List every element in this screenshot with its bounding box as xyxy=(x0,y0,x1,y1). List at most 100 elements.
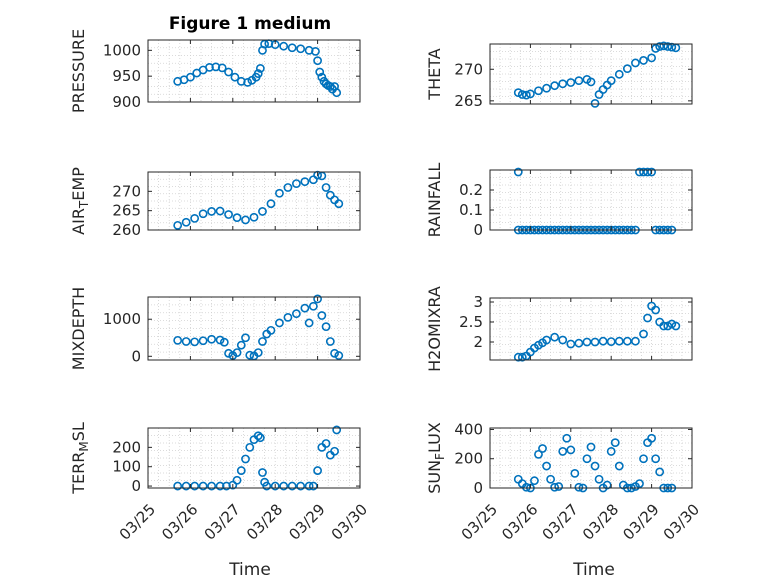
data-point xyxy=(574,76,584,86)
x-tick-label: 03/26 xyxy=(158,500,201,543)
data-point xyxy=(651,454,661,464)
y-tick-label: 0 xyxy=(131,477,141,495)
data-point xyxy=(614,336,624,346)
axes-box xyxy=(147,427,361,489)
data-point xyxy=(249,212,259,222)
subplot-6: 2 2.5 3 H2OMIXRA xyxy=(425,286,693,372)
x-tick-label: 03/27 xyxy=(539,500,582,543)
data-points xyxy=(173,294,344,361)
data-point xyxy=(590,337,600,347)
data-point xyxy=(230,72,240,82)
data-point xyxy=(590,98,600,108)
data-point xyxy=(207,207,216,216)
data-point xyxy=(215,206,225,216)
data-point xyxy=(542,83,551,93)
data-point xyxy=(245,442,255,452)
data-point xyxy=(610,438,620,448)
data-point xyxy=(228,480,238,490)
data-point xyxy=(308,301,318,311)
data-point xyxy=(215,481,225,491)
y-axis-label-main: THETA xyxy=(425,48,444,100)
data-point xyxy=(558,335,568,345)
data-points xyxy=(513,41,681,108)
y-axis-label: H2OMIXRA xyxy=(425,286,444,372)
x-tick-label: 03/29 xyxy=(619,500,662,543)
subplot-1: 900 950 1000 PRESSURE xyxy=(69,29,361,113)
data-point xyxy=(283,183,293,192)
data-point xyxy=(550,332,560,342)
data-point xyxy=(283,312,293,322)
y-tick-label: 0 xyxy=(131,347,141,365)
data-point xyxy=(330,348,339,358)
y-tick-label: 270 xyxy=(112,182,141,200)
data-point xyxy=(639,56,648,65)
data-point xyxy=(296,44,306,54)
data-point xyxy=(270,481,280,491)
data-point xyxy=(321,322,331,332)
y-tick-label: 100 xyxy=(112,458,141,476)
y-axis-label-subscript: M xyxy=(77,441,91,451)
x-tick-label: 03/27 xyxy=(201,500,244,543)
data-point xyxy=(321,439,331,448)
data-point xyxy=(173,220,183,230)
y-axis-label-subscript: T xyxy=(77,200,91,209)
data-point xyxy=(647,167,656,177)
y-axis-label: SUNFLUX xyxy=(425,422,447,494)
data-point xyxy=(219,337,229,347)
y-axis-label-main: AIR xyxy=(69,208,88,235)
data-points xyxy=(173,39,342,98)
data-point xyxy=(635,167,644,177)
data-point xyxy=(181,217,191,227)
y-tick-label: 1000 xyxy=(103,310,141,328)
y-tick-label: 400 xyxy=(454,420,483,438)
data-point xyxy=(313,170,322,180)
data-point xyxy=(566,339,576,349)
data-point xyxy=(258,337,267,346)
data-point xyxy=(558,447,568,456)
data-point xyxy=(542,461,551,471)
data-point xyxy=(232,475,242,485)
axes-box xyxy=(147,171,361,231)
y-axis-label-rest: LUX xyxy=(425,422,444,453)
data-point xyxy=(287,481,297,491)
data-point xyxy=(287,43,297,53)
data-point xyxy=(190,481,200,491)
data-point xyxy=(598,336,608,346)
data-point xyxy=(232,213,242,223)
data-point xyxy=(245,350,255,360)
data-point xyxy=(647,433,656,443)
y-axis-label: RAINFALL xyxy=(425,163,444,238)
data-point xyxy=(304,318,314,328)
data-point xyxy=(550,81,560,91)
data-point xyxy=(253,431,263,441)
data-point xyxy=(321,183,331,192)
grid xyxy=(147,172,361,230)
x-tick-label: 03/26 xyxy=(498,500,541,543)
data-point xyxy=(639,454,648,464)
data-point xyxy=(241,454,250,464)
y-tick-label: 260 xyxy=(112,221,141,239)
y-tick-label: 0.2 xyxy=(459,181,483,199)
axes-box xyxy=(489,427,693,489)
y-axis-label-main: H2OMIXRA xyxy=(425,286,444,372)
subplot-4: 0 0.1 0.2 RAINFALL xyxy=(425,163,693,239)
data-point xyxy=(207,481,216,491)
data-point xyxy=(538,444,547,453)
y-tick-label: 0 xyxy=(473,221,483,239)
data-point xyxy=(308,175,318,185)
y-tick-label: 2 xyxy=(473,333,483,351)
data-point xyxy=(655,42,665,51)
data-point xyxy=(325,337,335,346)
data-point xyxy=(655,467,665,477)
data-point xyxy=(279,41,289,51)
data-point xyxy=(313,294,322,304)
y-tick-label: 2.5 xyxy=(459,313,483,331)
data-point xyxy=(594,474,604,484)
y-tick-label: 900 xyxy=(112,93,141,111)
data-point xyxy=(260,39,269,49)
data-point xyxy=(262,481,272,491)
data-point xyxy=(614,69,624,79)
